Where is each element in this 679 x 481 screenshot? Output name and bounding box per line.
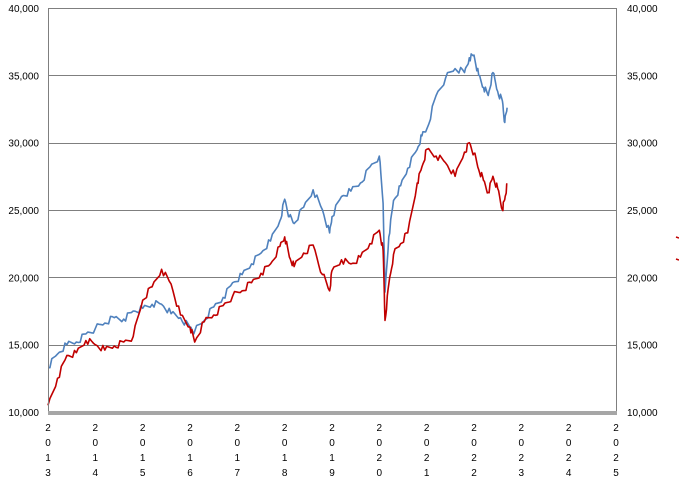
axes	[48, 8, 617, 415]
y-tick-label-left-5: 35,000	[8, 71, 39, 82]
gridlines	[48, 8, 616, 346]
y-tick-label-left-0: 10,000	[8, 408, 39, 419]
series-lines	[47, 53, 508, 406]
y-tick-label-right-2: 20,000	[627, 273, 658, 284]
y-tick-label-right-5: 35,000	[627, 71, 658, 82]
y-tick-label-right-6: 40,000	[627, 4, 658, 15]
x-axis-baseline	[48, 411, 617, 415]
y-tick-label-right-4: 30,000	[627, 139, 658, 150]
y-tick-label-right-1: 15,000	[627, 341, 658, 352]
series-line-2	[47, 141, 508, 406]
x-axis-tick-labels: 2 0 1 3 2 0 1 4 2 0 1 5 2 0 1 6 2 0 1 7 2 0 1 8 2 0 1 9 2 0 2 0 2 0 2 1 2 0 2 2…	[45, 423, 619, 479]
y-tick-label-left-2: 20,000	[8, 273, 39, 284]
y-axis-right-tick-labels: 10,000 15,000 20,000 25,000 30,000 35,000 40,0…	[627, 4, 658, 419]
y-tick-label-left-6: 40,000	[8, 4, 39, 15]
y-tick-label-left-1: 15,000	[8, 341, 39, 352]
y-axis-left-tick-labels: 10,000 15,000 20,000 25,000 30,000 35,000 40,0…	[8, 4, 39, 419]
y-tick-label-right-0: 10,000	[627, 408, 658, 419]
y-tick-label-right-3: 25,000	[627, 206, 658, 217]
y-tick-label-left-4: 30,000	[8, 139, 39, 150]
series-line-1	[47, 53, 508, 369]
y-tick-label-left-3: 25,000	[8, 206, 39, 217]
